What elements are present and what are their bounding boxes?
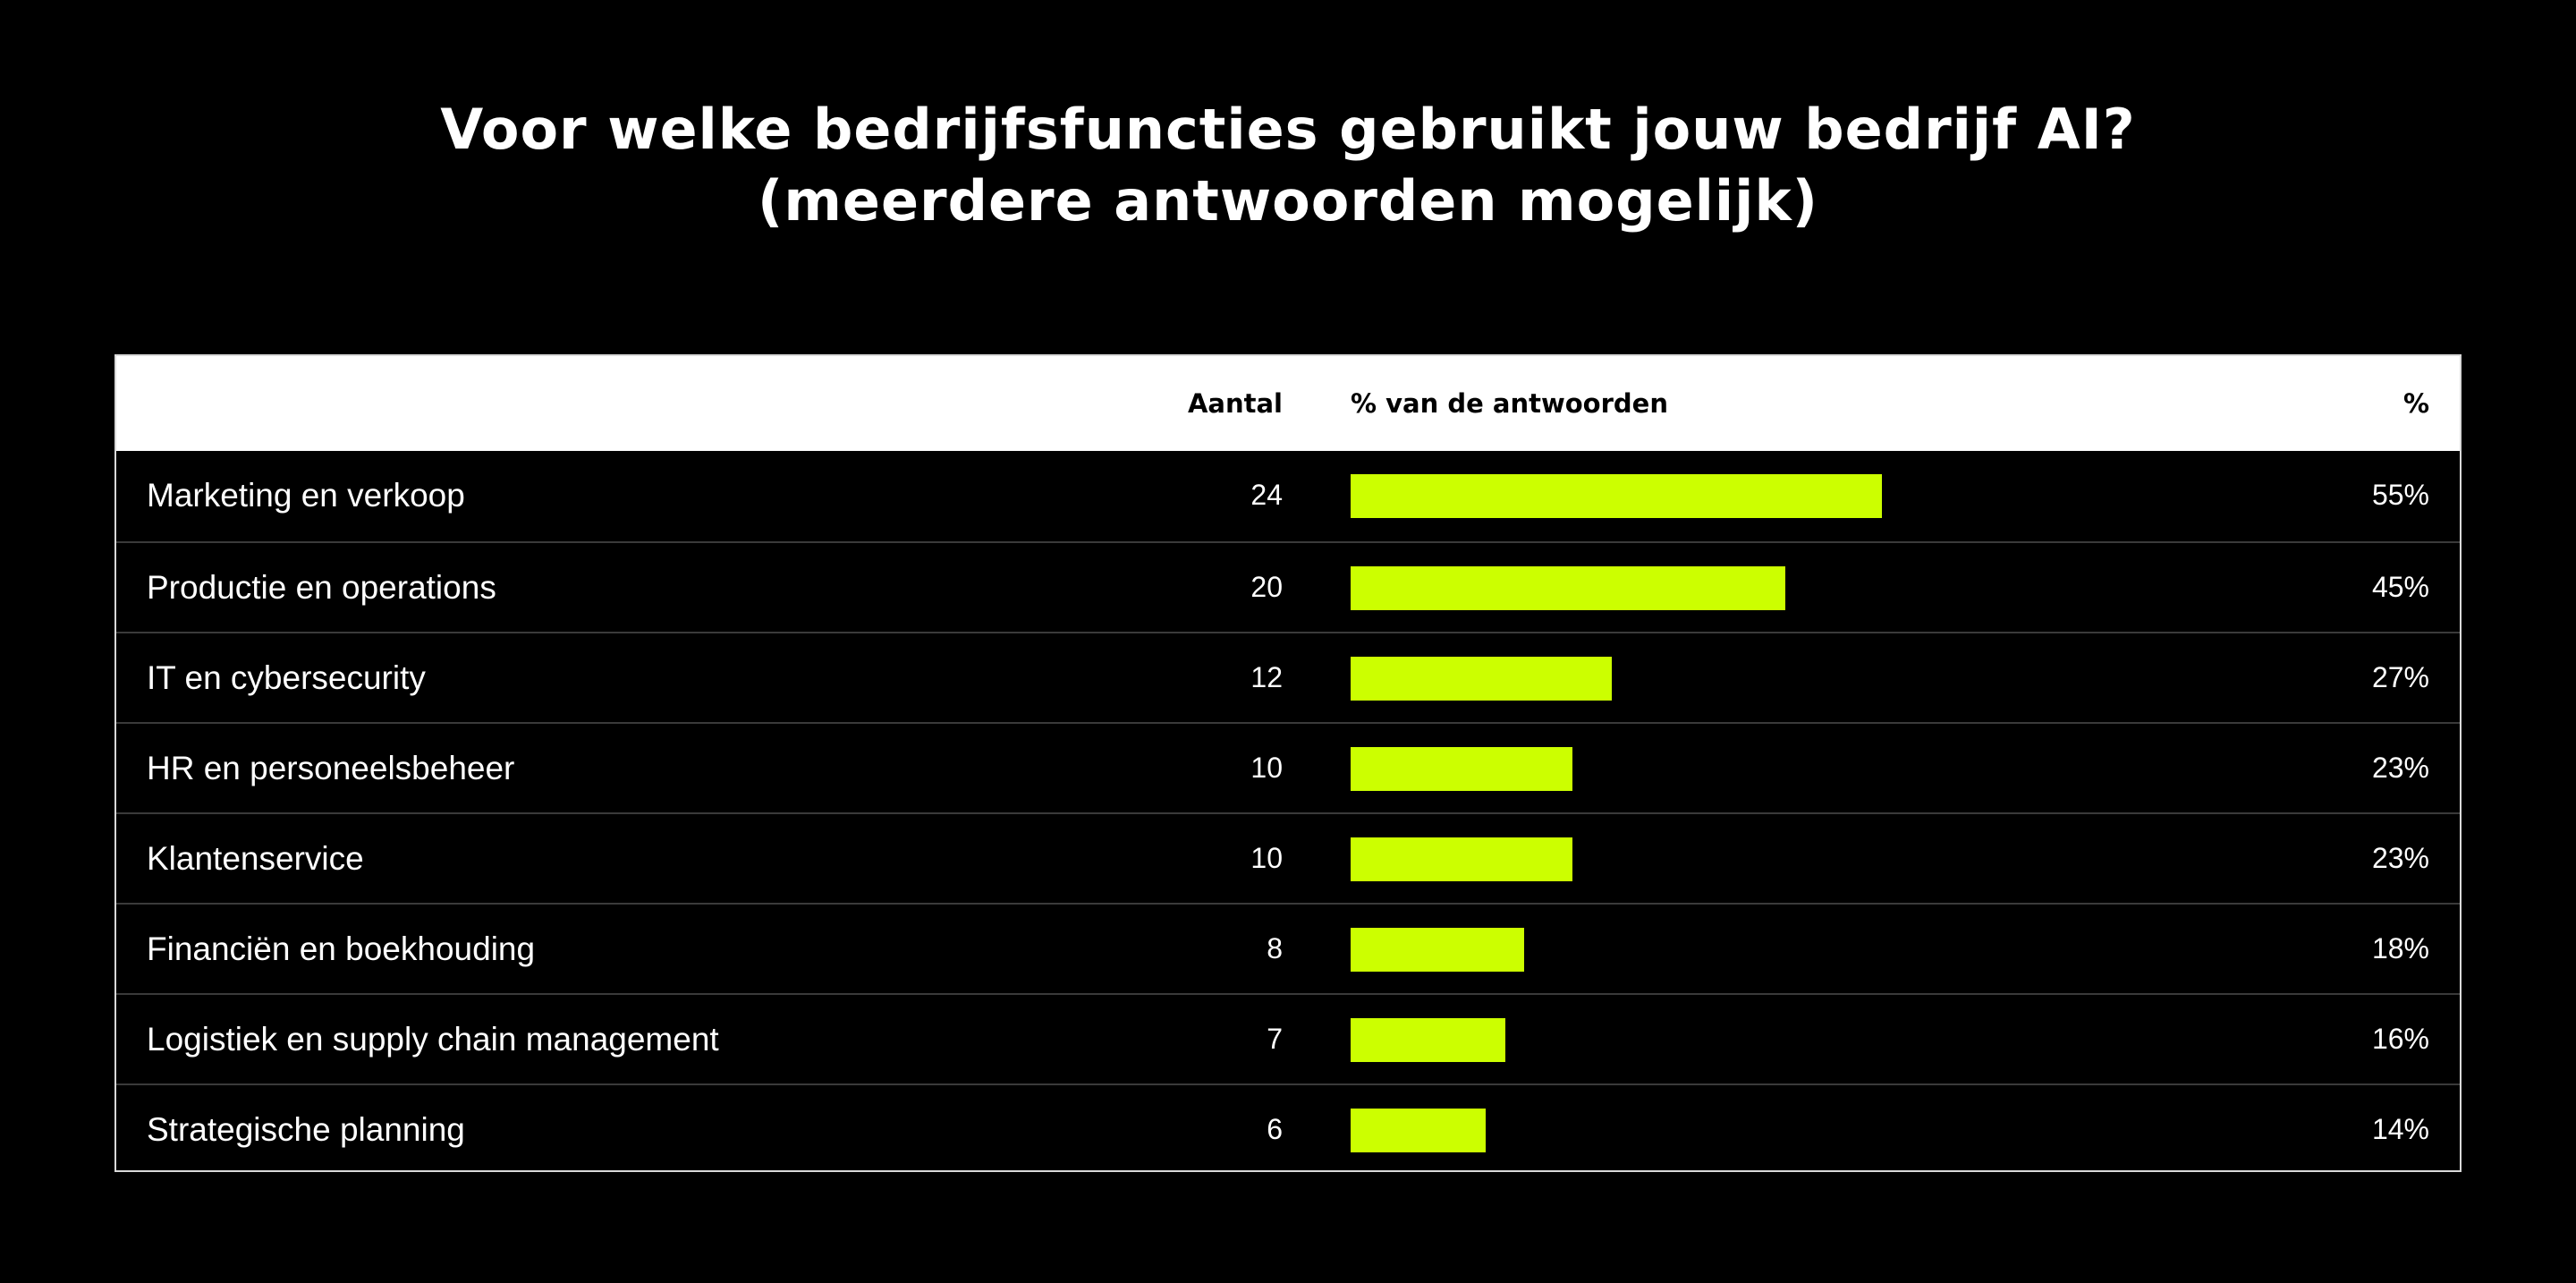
row-count: 20 bbox=[1250, 571, 1283, 603]
row-percent: 16% bbox=[2371, 1023, 2429, 1055]
table-row: Marketing en verkoop 24 55% bbox=[116, 451, 2460, 541]
row-label: Financiën en boekhouding bbox=[147, 930, 536, 967]
row-percent: 23% bbox=[2371, 752, 2429, 784]
row-label: Klantenservice bbox=[147, 840, 364, 877]
row-label: Marketing en verkoop bbox=[147, 477, 465, 514]
row-bar bbox=[1351, 566, 1785, 610]
row-bar bbox=[1351, 928, 1524, 972]
row-count: 10 bbox=[1250, 752, 1283, 784]
chart-title-line-1: Voor welke bedrijfsfuncties gebruikt jou… bbox=[440, 97, 2136, 162]
row-label: HR en personeelsbeheer bbox=[147, 750, 515, 786]
row-count: 7 bbox=[1267, 1023, 1283, 1055]
row-count: 8 bbox=[1267, 932, 1283, 964]
row-label: Strategische planning bbox=[147, 1111, 465, 1148]
row-label: Productie en operations bbox=[147, 569, 496, 606]
table-row: Strategische planning 6 14% bbox=[116, 1083, 2460, 1174]
table-header: Aantal % van de antwoorden % bbox=[116, 356, 2460, 451]
results-table: Aantal % van de antwoorden % Marketing e… bbox=[114, 354, 2462, 1172]
row-count: 10 bbox=[1250, 842, 1283, 874]
row-bar bbox=[1351, 1109, 1486, 1152]
row-bar bbox=[1351, 474, 1882, 518]
table-row: Logistiek en supply chain management 7 16% bbox=[116, 993, 2460, 1083]
chart-title: Voor welke bedrijfsfuncties gebruikt jou… bbox=[0, 94, 2576, 237]
table-row: HR en personeelsbeheer 10 23% bbox=[116, 722, 2460, 812]
chart-title-line-2: (meerdere antwoorden mogelijk) bbox=[757, 168, 1819, 234]
row-percent: 23% bbox=[2371, 842, 2429, 874]
row-bar bbox=[1351, 837, 1572, 881]
header-percent-of-answers: % van de antwoorden bbox=[1351, 388, 1668, 419]
row-percent: 55% bbox=[2371, 479, 2429, 511]
row-bar bbox=[1351, 747, 1572, 791]
row-percent: 27% bbox=[2371, 661, 2429, 693]
table-row: Productie en operations 20 45% bbox=[116, 541, 2460, 632]
row-count: 12 bbox=[1250, 661, 1283, 693]
row-label: IT en cybersecurity bbox=[147, 659, 426, 696]
row-percent: 14% bbox=[2371, 1113, 2429, 1145]
row-percent: 18% bbox=[2371, 932, 2429, 964]
row-count: 6 bbox=[1267, 1113, 1283, 1145]
table-row: IT en cybersecurity 12 27% bbox=[116, 632, 2460, 722]
table-row: Klantenservice 10 23% bbox=[116, 812, 2460, 903]
row-percent: 45% bbox=[2371, 571, 2429, 603]
row-bar bbox=[1351, 1018, 1505, 1062]
row-count: 24 bbox=[1250, 479, 1283, 511]
row-bar bbox=[1351, 657, 1612, 701]
row-label: Logistiek en supply chain management bbox=[147, 1021, 719, 1058]
header-percent: % bbox=[2402, 388, 2429, 419]
header-count: Aantal bbox=[1187, 388, 1283, 419]
table-row: Financiën en boekhouding 8 18% bbox=[116, 903, 2460, 993]
